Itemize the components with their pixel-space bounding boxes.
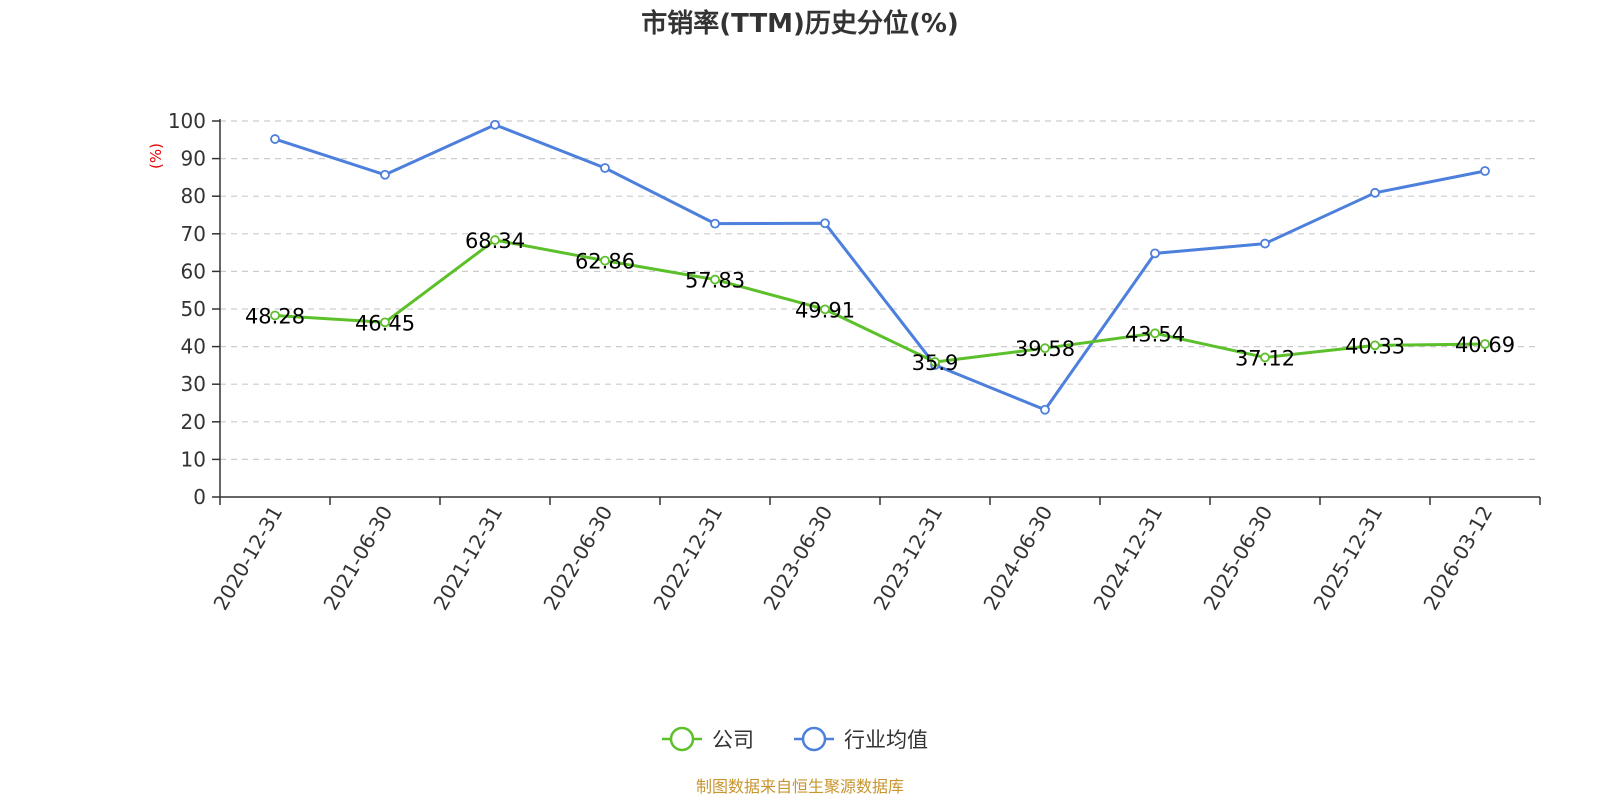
data-label: 46.45: [355, 311, 415, 335]
data-label: 35.9: [912, 351, 959, 375]
y-tick-label: 0: [193, 485, 206, 509]
y-tick-label: 40: [181, 335, 206, 359]
series-line: [274, 123, 1486, 412]
data-point: [270, 310, 280, 321]
y-tick-label: 30: [181, 372, 206, 396]
data-point: [490, 235, 500, 245]
data-point: [1370, 340, 1380, 351]
data-label: 49.91: [795, 298, 855, 322]
data-label: 48.28: [245, 304, 305, 328]
data-point: [1150, 248, 1160, 259]
x-tick-label: 2023-12-31: [868, 502, 947, 615]
series-layer: [270, 119, 1490, 415]
data-label: 62.86: [575, 250, 635, 274]
x-tick-label: 2024-12-31: [1088, 502, 1167, 615]
data-point: [1260, 238, 1270, 249]
data-label: 40.33: [1345, 334, 1405, 358]
x-tick-label: 2025-12-31: [1308, 502, 1387, 615]
data-labels: 48.28 46.45 68.34 62.86 57.83 49.91 35.9 39.58 4…: [245, 229, 1515, 375]
chart-title: 市销率(TTM)历史分位(%): [641, 8, 959, 39]
y-tick-label: 80: [181, 184, 206, 208]
y-tick-label: 60: [181, 259, 206, 283]
data-point: [1260, 352, 1270, 363]
data-label: 43.54: [1125, 322, 1185, 346]
data-point: [380, 317, 390, 328]
data-label: 40.69: [1455, 333, 1515, 357]
legend-item[interactable]: 行业均值: [794, 726, 928, 752]
data-label: 39.58: [1015, 337, 1075, 361]
series-line: [274, 238, 1486, 364]
data-label: 68.34: [465, 229, 525, 253]
x-tick-label: 2023-06-30: [758, 502, 837, 615]
y-tick-label: 90: [181, 147, 206, 171]
data-point: [820, 218, 830, 229]
y-tick-label: 20: [181, 410, 206, 434]
x-tick-label: 2021-06-30: [318, 502, 397, 615]
data-point: [490, 119, 500, 130]
data-label: 57.83: [685, 269, 745, 293]
data-point: [930, 357, 940, 367]
data-point: [1150, 328, 1160, 339]
data-label: 37.12: [1235, 346, 1295, 370]
data-point: [1480, 166, 1490, 176]
data-point: [600, 255, 610, 266]
data-point: [1370, 187, 1380, 198]
x-tick-label: 2026-03-12: [1418, 502, 1497, 615]
x-tick-label: 2022-06-30: [538, 502, 617, 615]
legend-label: 公司: [712, 728, 754, 752]
legend-label: 行业均值: [844, 728, 928, 752]
x-tick-label: 2021-12-31: [428, 502, 507, 615]
data-point: [1040, 343, 1050, 354]
legend[interactable]: 公司 行业均值: [662, 726, 928, 752]
legend-item[interactable]: 公司: [662, 726, 754, 752]
y-tick-label: 100: [168, 109, 206, 133]
y-tick-label: 10: [181, 447, 206, 471]
data-point: [1480, 339, 1490, 349]
source-note: 制图数据来自恒生聚源数据库: [696, 777, 904, 796]
data-point: [600, 163, 610, 173]
data-point: [710, 274, 720, 285]
data-point: [710, 218, 720, 229]
y-axis-unit: (%): [147, 143, 165, 169]
data-point: [820, 304, 830, 315]
grid-lines: [220, 120, 1540, 460]
x-tick-label: 2024-06-30: [978, 502, 1057, 615]
axes: 0 10 20 30 40 50 60 70 80 90 100 2020-12-31 2021-06-…: [168, 109, 1541, 615]
data-point: [1040, 404, 1050, 415]
x-tick-label: 2022-12-31: [648, 502, 727, 615]
y-tick-label: 50: [181, 297, 206, 321]
data-point: [270, 134, 280, 144]
y-tick-label: 70: [181, 222, 206, 246]
legend-swatch-marker: [669, 726, 695, 752]
data-point: [380, 169, 390, 180]
x-tick-label: 2020-12-31: [208, 502, 287, 615]
x-tick-label: 2025-06-30: [1198, 502, 1277, 615]
legend-swatch-marker: [801, 726, 827, 752]
